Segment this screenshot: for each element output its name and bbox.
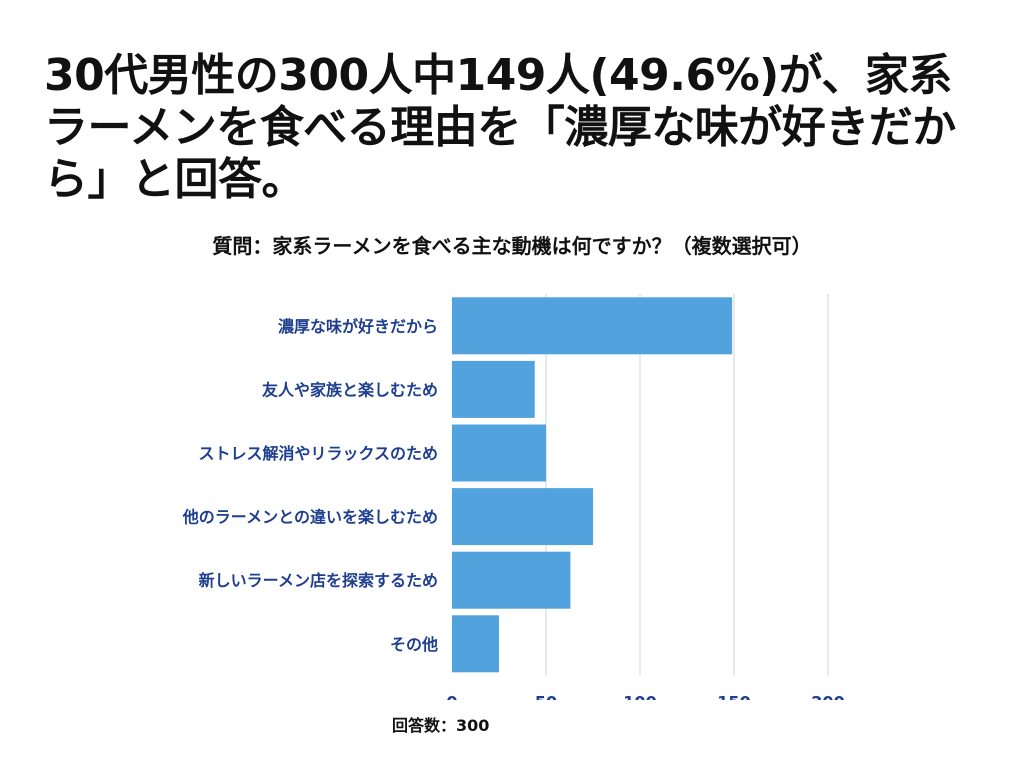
bar-4 (452, 551, 571, 609)
bar-3 (452, 488, 593, 546)
category-label-0: 濃厚な味が好きだから (278, 317, 438, 336)
bar-5 (452, 615, 499, 673)
bar-chart: 濃厚な味が好きだから友人や家族と楽しむためストレス解消やリラックスのため他のラー… (182, 294, 845, 700)
response-count: 回答数：300 (392, 716, 490, 735)
x-tick-label-200: 200 (811, 693, 844, 700)
category-label-2: ストレス解消やリラックスのため (198, 444, 438, 463)
bar-1 (452, 360, 535, 418)
bar-0 (452, 297, 733, 355)
headline: 30代男性の300人中149人(49.6%)が、家系ラーメンを食べる理由を「濃厚… (44, 50, 956, 205)
category-label-5: その他 (390, 635, 438, 654)
x-tick-label-0: 0 (446, 693, 457, 700)
category-label-4: 新しいラーメン店を探索するため (199, 571, 438, 590)
category-label-3: 他のラーメンとの違いを楽しむため (182, 508, 438, 527)
x-tick-label-100: 100 (623, 693, 656, 700)
x-tick-label-150: 150 (717, 693, 750, 700)
x-tick-label-50: 50 (535, 693, 557, 700)
category-label-1: 友人や家族と楽しむため (262, 380, 438, 399)
bar-2 (452, 424, 546, 482)
question-title: 質問：家系ラーメンを食べる主な動機は何ですか？（複数選択可） (212, 234, 812, 258)
